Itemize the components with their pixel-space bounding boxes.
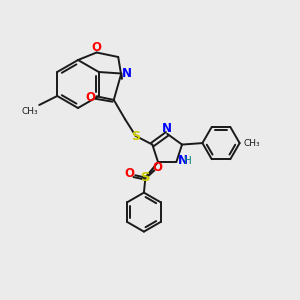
Text: O: O	[86, 91, 96, 104]
Text: N: N	[122, 67, 131, 80]
Text: CH₃: CH₃	[243, 139, 260, 148]
Text: N: N	[162, 122, 172, 135]
Text: O: O	[152, 161, 162, 174]
Text: N: N	[178, 154, 188, 167]
Text: H: H	[184, 155, 192, 166]
Text: CH₃: CH₃	[21, 106, 38, 116]
Text: O: O	[92, 41, 102, 54]
Text: S: S	[131, 130, 140, 143]
Text: O: O	[124, 167, 134, 180]
Text: S: S	[141, 171, 150, 184]
